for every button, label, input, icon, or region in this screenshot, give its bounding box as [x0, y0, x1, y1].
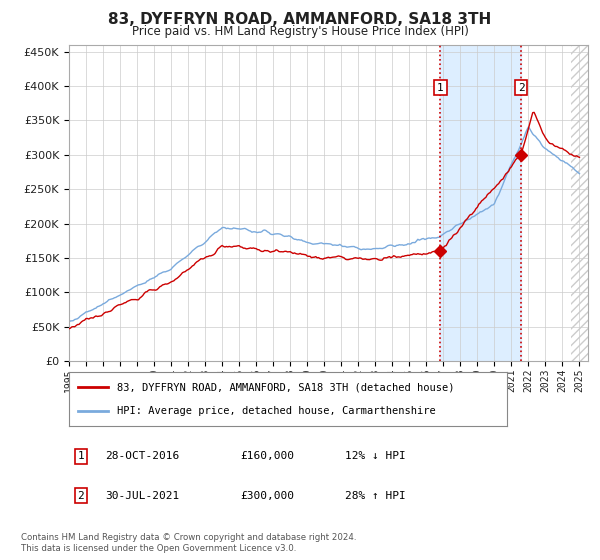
Bar — [440, 45, 521, 361]
Text: 28-OCT-2016: 28-OCT-2016 — [105, 451, 179, 461]
Text: HPI: Average price, detached house, Carmarthenshire: HPI: Average price, detached house, Carm… — [117, 405, 436, 416]
Text: £160,000: £160,000 — [240, 451, 294, 461]
Text: Price paid vs. HM Land Registry's House Price Index (HPI): Price paid vs. HM Land Registry's House … — [131, 25, 469, 38]
Text: Contains HM Land Registry data © Crown copyright and database right 2024.
This d: Contains HM Land Registry data © Crown c… — [21, 533, 356, 553]
Text: 2: 2 — [77, 491, 85, 501]
Text: £300,000: £300,000 — [240, 491, 294, 501]
Text: 28% ↑ HPI: 28% ↑ HPI — [345, 491, 406, 501]
Text: 1: 1 — [437, 82, 444, 92]
Text: 30-JUL-2021: 30-JUL-2021 — [105, 491, 179, 501]
Text: 83, DYFFRYN ROAD, AMMANFORD, SA18 3TH: 83, DYFFRYN ROAD, AMMANFORD, SA18 3TH — [109, 12, 491, 27]
Bar — [574, 45, 588, 361]
Text: 1: 1 — [77, 451, 85, 461]
Text: 12% ↓ HPI: 12% ↓ HPI — [345, 451, 406, 461]
Text: 2: 2 — [518, 82, 524, 92]
Text: 83, DYFFRYN ROAD, AMMANFORD, SA18 3TH (detached house): 83, DYFFRYN ROAD, AMMANFORD, SA18 3TH (d… — [117, 382, 455, 393]
